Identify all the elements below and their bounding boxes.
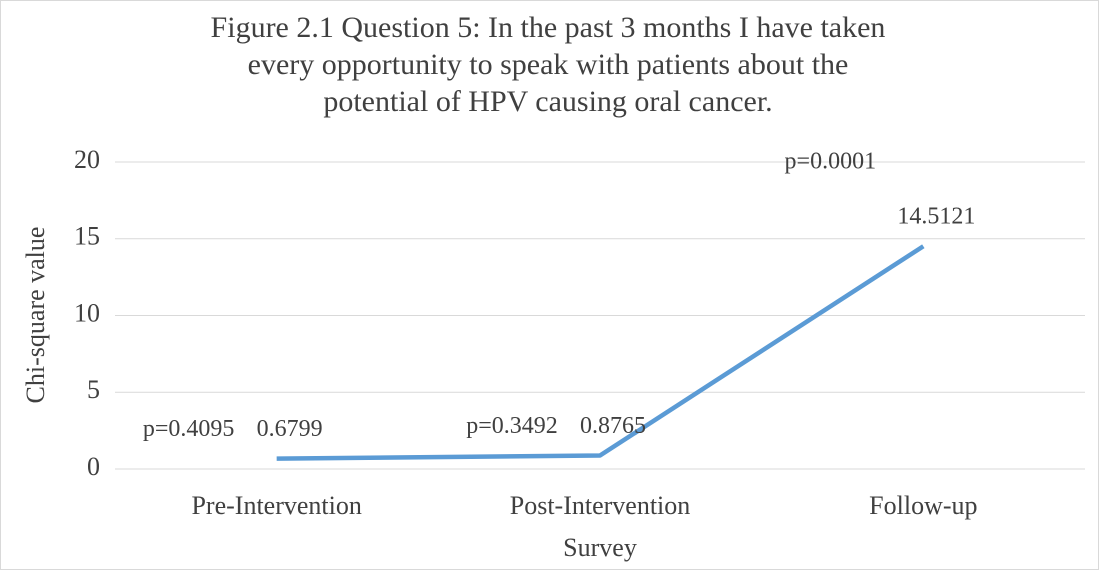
line [276, 244, 925, 461]
y-tick-label: 5 [87, 375, 100, 404]
x-tick-label: Follow-up [869, 491, 977, 520]
chart-title: every opportunity to speak with patients… [248, 48, 849, 81]
data-label: 14.5121 [897, 204, 975, 230]
y-tick-label: 15 [74, 222, 100, 251]
annotation: p=0.3492 [466, 413, 558, 439]
annotation: p=0.0001 [785, 149, 877, 175]
y-tick-label: 0 [87, 452, 100, 481]
data-label: 0.6799 [257, 416, 323, 442]
chart-title: potential of HPV causing oral cancer. [323, 85, 772, 118]
data-label: 0.8765 [580, 413, 646, 439]
y-axis-label: Chi-square value [21, 227, 50, 404]
x-tick-label: Pre-Intervention [191, 491, 361, 520]
x-tick-label: Post-Intervention [510, 491, 691, 520]
annotation: p=0.4095 [143, 416, 235, 442]
x-axis-label: Survey [563, 533, 637, 562]
y-tick-label: 10 [74, 298, 100, 327]
chart-title: Figure 2.1 Question 5: In the past 3 mon… [211, 11, 886, 44]
y-tick-label: 20 [74, 145, 100, 174]
